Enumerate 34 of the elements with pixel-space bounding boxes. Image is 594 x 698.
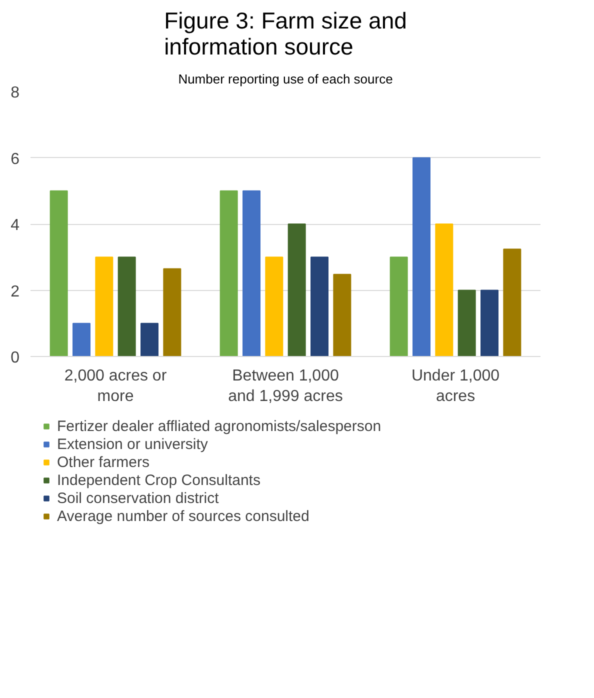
bar — [310, 256, 328, 356]
bar — [412, 157, 430, 356]
y-tick-label: 0 — [10, 350, 20, 366]
bar — [220, 190, 238, 356]
x-tick-label: Under 1,000 acres — [411, 368, 500, 405]
bar — [390, 256, 408, 356]
x-tick-label: Between 1,000 and 1,999 acres — [228, 368, 343, 405]
legend-label: Fertizer dealer affliated agronomists/salesperson — [57, 417, 382, 435]
bar — [163, 268, 182, 356]
legend-label: Extension or university — [57, 435, 208, 453]
bar — [50, 190, 68, 356]
legend-label: Average number of sources consulted — [57, 507, 310, 525]
y-tick-label: 2 — [10, 283, 20, 300]
bar — [242, 190, 260, 356]
y-tick-label: 6 — [10, 150, 20, 168]
bar — [480, 290, 498, 356]
y-tick-label: 4 — [10, 217, 20, 234]
legend-label: Soil conservation district — [57, 489, 219, 507]
x-tick-label: 2,000 acres or more — [64, 368, 168, 405]
y-tick-label: 8 — [10, 84, 20, 102]
legend-label: Independent Crop Consultants — [57, 471, 260, 489]
chart-subtitle: Number reporting use of each source — [178, 72, 393, 86]
bar — [118, 256, 136, 356]
legend-label: Other farmers — [57, 453, 150, 471]
bar — [265, 256, 284, 356]
bar — [288, 224, 306, 356]
bar — [140, 322, 158, 356]
bar — [435, 224, 454, 356]
chart-title: Figure 3: Farm size and information source — [164, 8, 407, 60]
bar — [458, 290, 476, 356]
bar — [72, 322, 90, 356]
bar — [503, 248, 522, 356]
bar — [333, 274, 352, 356]
bar — [95, 256, 114, 356]
